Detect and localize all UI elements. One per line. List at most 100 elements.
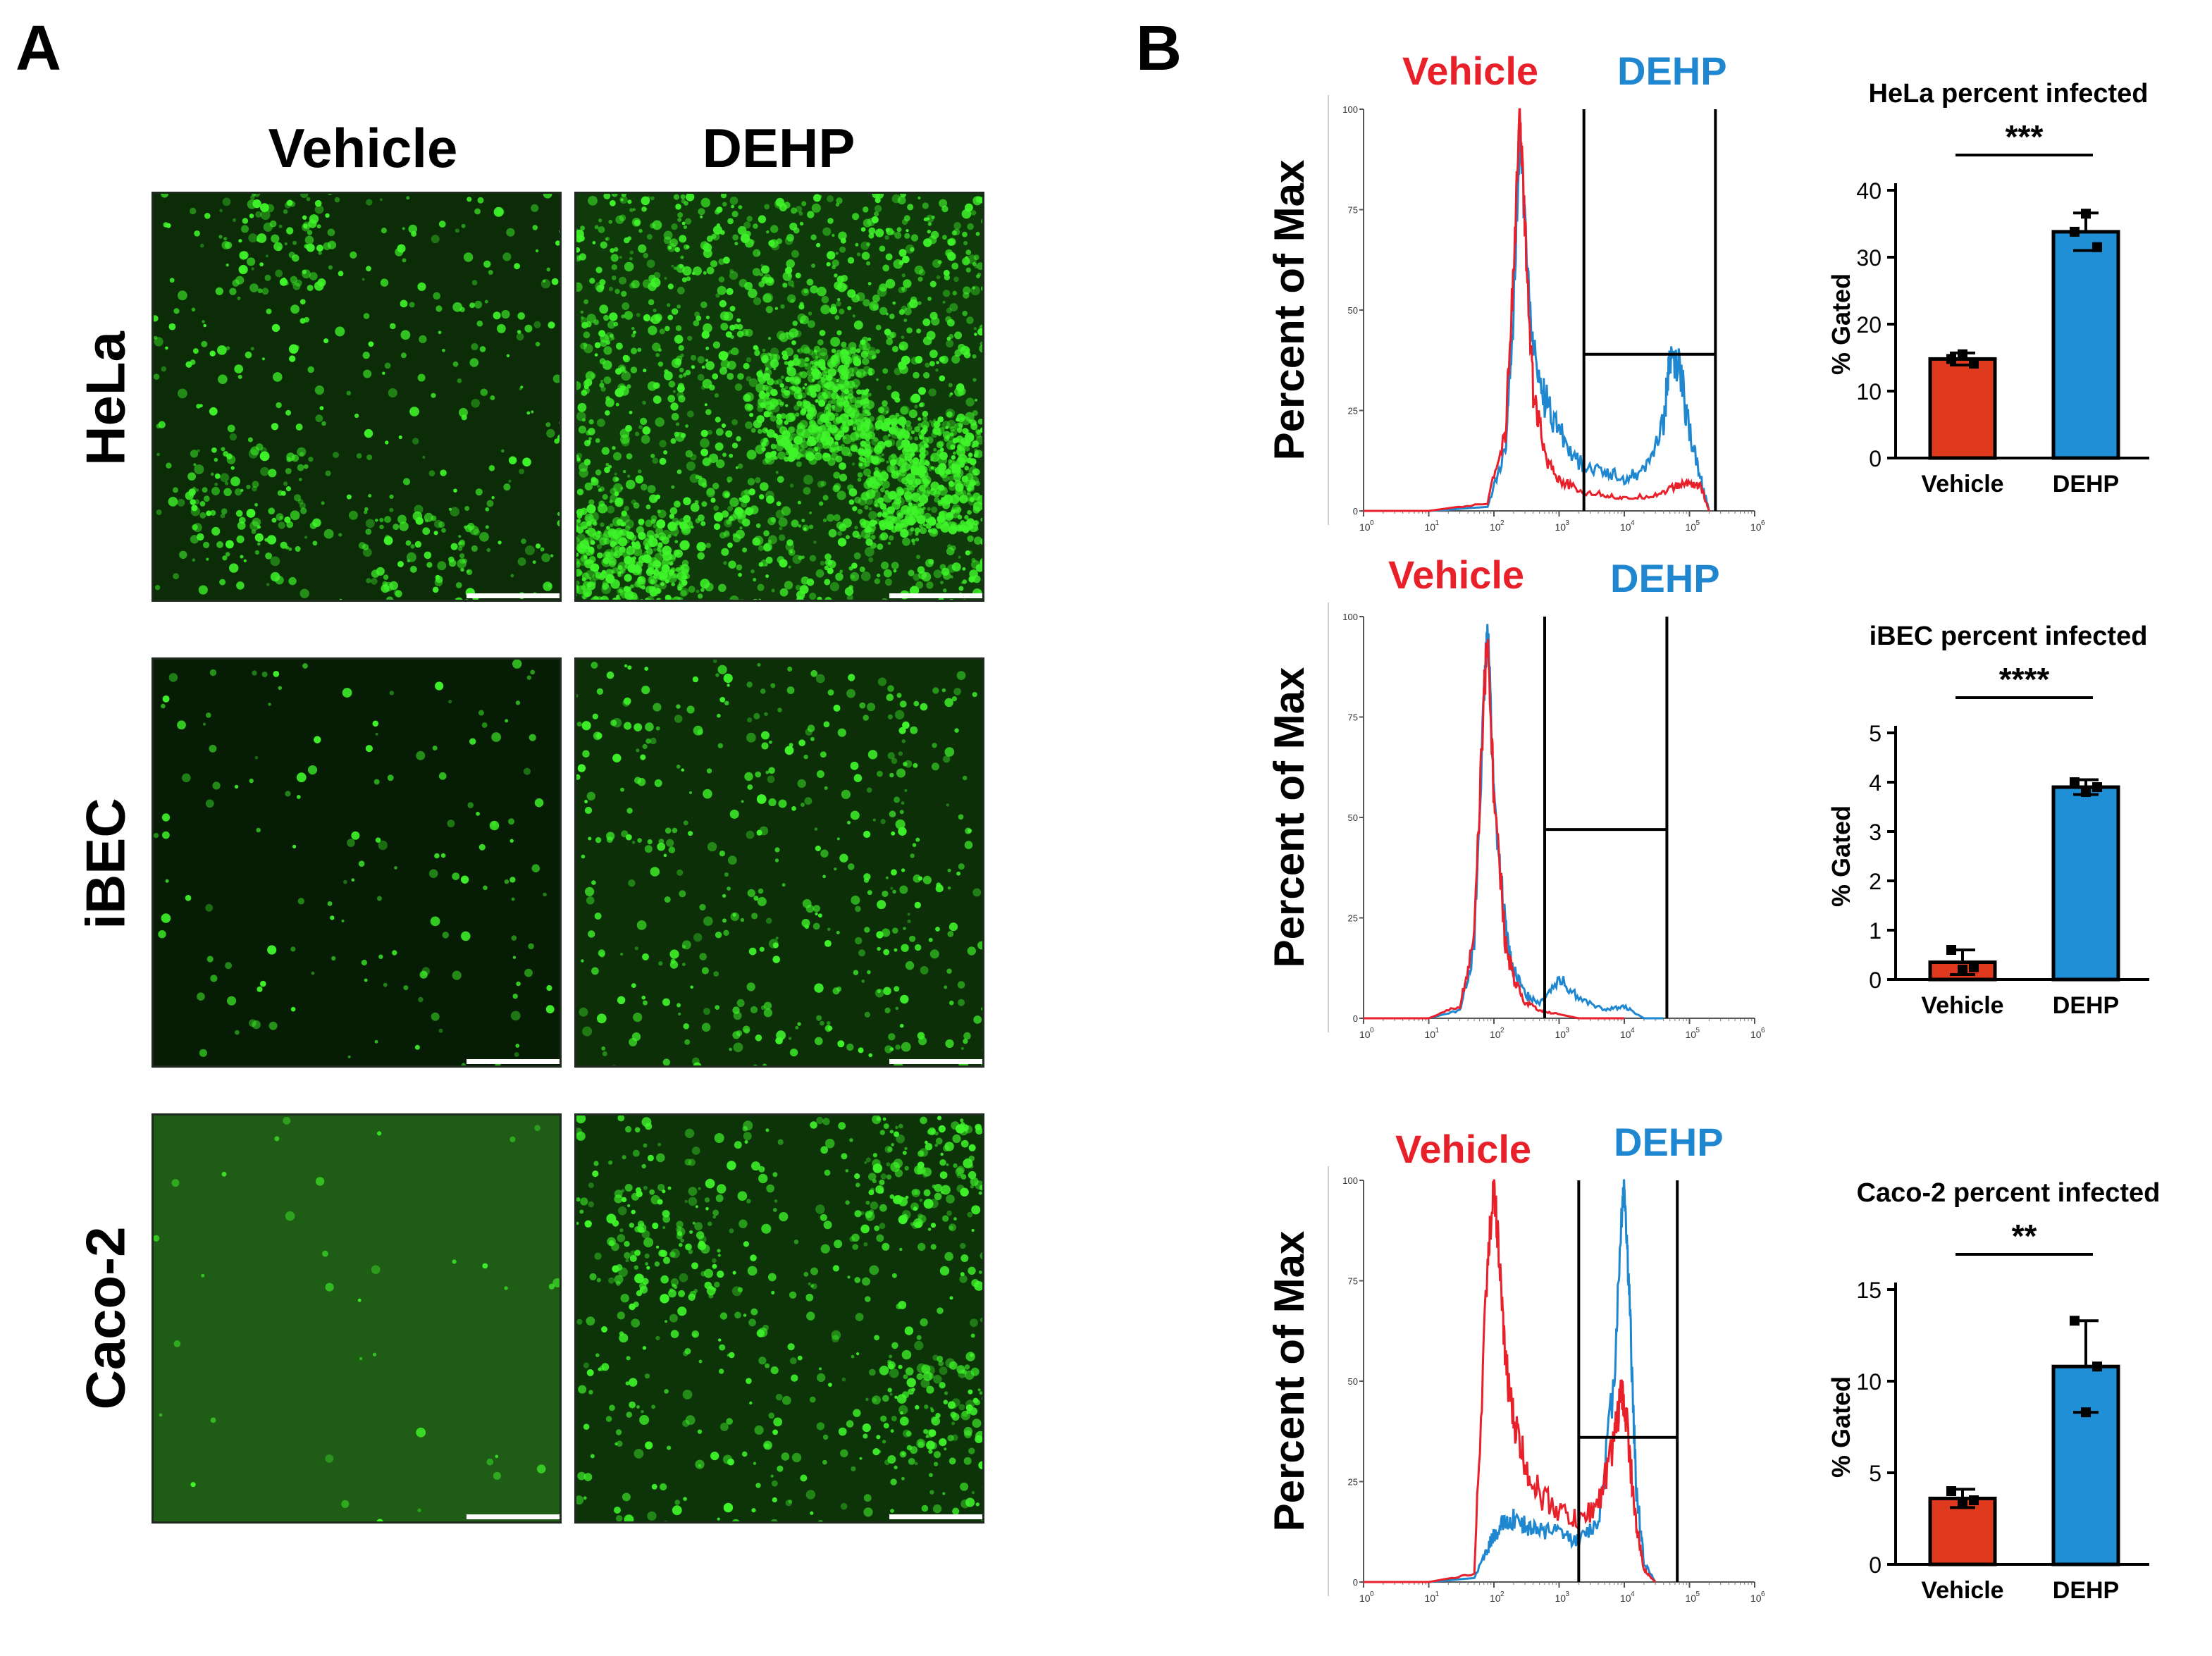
x-tick-exponent: 4 bbox=[1631, 1027, 1635, 1034]
y-tick-label: 50 bbox=[1348, 1376, 1358, 1387]
y-tick-label: 75 bbox=[1348, 712, 1358, 723]
data-point bbox=[1958, 965, 1967, 975]
bar-chart-title: HeLa percent infected bbox=[1869, 79, 2149, 109]
x-tick-label: 10 bbox=[1620, 1029, 1631, 1040]
x-tick-label: Vehicle bbox=[1921, 992, 2003, 1019]
x-tick-label: 10 bbox=[1750, 1593, 1762, 1604]
column-label-vehicle: Vehicle bbox=[268, 117, 458, 179]
x-tick-label: Vehicle bbox=[1921, 471, 2003, 498]
x-tick-label: 10 bbox=[1555, 1593, 1567, 1604]
legend-vehicle: Vehicle bbox=[1402, 49, 1538, 93]
x-tick-label: 10 bbox=[1686, 1593, 1697, 1604]
histogram-series-vehicle bbox=[1364, 108, 1710, 512]
panel-b-letter: B bbox=[1136, 13, 1182, 84]
x-tick-exponent: 1 bbox=[1435, 1027, 1440, 1034]
legend-dehp: DEHP bbox=[1614, 1120, 1724, 1164]
y-axis-label: % Gated bbox=[1827, 805, 1855, 907]
data-point bbox=[2092, 1361, 2102, 1372]
histogram-series-vehicle bbox=[1364, 638, 1624, 1020]
y-tick-label: 25 bbox=[1348, 1477, 1358, 1488]
micrograph-background bbox=[154, 194, 560, 600]
significance-marker: ** bbox=[2012, 1218, 2037, 1254]
x-tick-exponent: 0 bbox=[1370, 1590, 1374, 1598]
x-tick-exponent: 1 bbox=[1435, 1590, 1440, 1598]
y-tick-label: 100 bbox=[1342, 104, 1358, 115]
data-point bbox=[1946, 354, 1956, 364]
y-tick-label: 0 bbox=[1353, 1577, 1358, 1588]
data-point bbox=[2092, 782, 2102, 792]
x-tick-label: 10 bbox=[1686, 1029, 1697, 1040]
x-tick-label: 10 bbox=[1425, 521, 1436, 533]
y-tick-label: 0 bbox=[1353, 1013, 1358, 1024]
scale-bar bbox=[467, 593, 560, 598]
y-tick-label: 0 bbox=[1869, 446, 1882, 471]
column-label-dehp: DEHP bbox=[702, 117, 855, 179]
micrograph-caco2-dehp bbox=[574, 1113, 984, 1524]
bar-vehicle bbox=[1928, 357, 1997, 460]
panel-a-letter: A bbox=[16, 13, 61, 84]
x-tick-label: 10 bbox=[1490, 1593, 1501, 1604]
y-tick-label: 50 bbox=[1348, 305, 1358, 316]
data-point bbox=[2070, 1316, 2080, 1326]
data-point bbox=[1969, 962, 1979, 972]
x-tick-exponent: 6 bbox=[1761, 1590, 1765, 1598]
y-tick-label: 5 bbox=[1869, 1461, 1882, 1486]
x-tick-exponent: 6 bbox=[1761, 519, 1765, 527]
data-point bbox=[1946, 945, 1956, 955]
y-axis-label: % Gated bbox=[1827, 1376, 1855, 1478]
y-tick-label: 25 bbox=[1348, 913, 1358, 924]
row-label-ibec: iBEC bbox=[74, 798, 137, 929]
bar-dehp bbox=[2051, 1364, 2120, 1567]
x-tick-exponent: 5 bbox=[1696, 1590, 1700, 1598]
histogram-series-dehp bbox=[1364, 624, 1664, 1020]
y-tick-label: 100 bbox=[1342, 1175, 1358, 1186]
fluorescent-cells bbox=[576, 1116, 982, 1521]
significance-marker: **** bbox=[1999, 661, 2050, 698]
x-tick-label: DEHP bbox=[2053, 1577, 2119, 1604]
y-axis-label: Percent of Max bbox=[1266, 667, 1313, 968]
x-tick-label: DEHP bbox=[2053, 992, 2119, 1019]
scale-bar bbox=[889, 1514, 982, 1519]
x-tick-label: 10 bbox=[1359, 521, 1371, 533]
data-point bbox=[2070, 226, 2080, 237]
data-point bbox=[2092, 242, 2102, 252]
x-tick-label: 10 bbox=[1686, 521, 1697, 533]
y-tick-label: 25 bbox=[1348, 406, 1358, 416]
data-point bbox=[1958, 1499, 1967, 1509]
micrograph-ibec-vehicle bbox=[152, 657, 562, 1068]
fluorescent-cells bbox=[576, 194, 982, 600]
y-tick-label: 15 bbox=[1856, 1278, 1882, 1303]
scale-bar bbox=[467, 1514, 560, 1519]
fluorescent-cells bbox=[154, 660, 555, 1065]
significance-marker: *** bbox=[2006, 118, 2044, 155]
x-tick-exponent: 2 bbox=[1500, 519, 1504, 527]
y-tick-label: 75 bbox=[1348, 1276, 1358, 1287]
legend-dehp: DEHP bbox=[1610, 556, 1720, 600]
data-point bbox=[2081, 787, 2091, 797]
scale-bar bbox=[467, 1059, 560, 1064]
x-tick-label: 10 bbox=[1750, 521, 1762, 533]
x-tick-exponent: 2 bbox=[1500, 1027, 1504, 1034]
x-tick-exponent: 4 bbox=[1631, 1590, 1635, 1598]
x-tick-exponent: 3 bbox=[1566, 519, 1570, 527]
row-label-caco2: Caco-2 bbox=[74, 1226, 137, 1410]
histogram-series-vehicle bbox=[1364, 1179, 1657, 1583]
y-tick-label: 5 bbox=[1869, 721, 1882, 746]
y-axis-label: Percent of Max bbox=[1266, 160, 1313, 461]
x-tick-label: 10 bbox=[1620, 521, 1631, 533]
bar-chart-title: iBEC percent infected bbox=[1870, 622, 2148, 651]
x-tick-label: 10 bbox=[1359, 1029, 1371, 1040]
x-tick-label: 10 bbox=[1359, 1593, 1371, 1604]
data-point bbox=[1946, 1486, 1956, 1496]
y-tick-label: 10 bbox=[1856, 379, 1882, 404]
y-tick-label: 75 bbox=[1348, 205, 1358, 216]
y-tick-label: 50 bbox=[1348, 812, 1358, 823]
y-axis-label: Percent of Max bbox=[1266, 1231, 1313, 1532]
data-point bbox=[1969, 359, 1979, 369]
scale-bar bbox=[889, 593, 982, 598]
fluorescent-cells bbox=[576, 660, 982, 1065]
y-tick-label: 40 bbox=[1856, 178, 1882, 204]
y-tick-label: 4 bbox=[1869, 770, 1882, 796]
